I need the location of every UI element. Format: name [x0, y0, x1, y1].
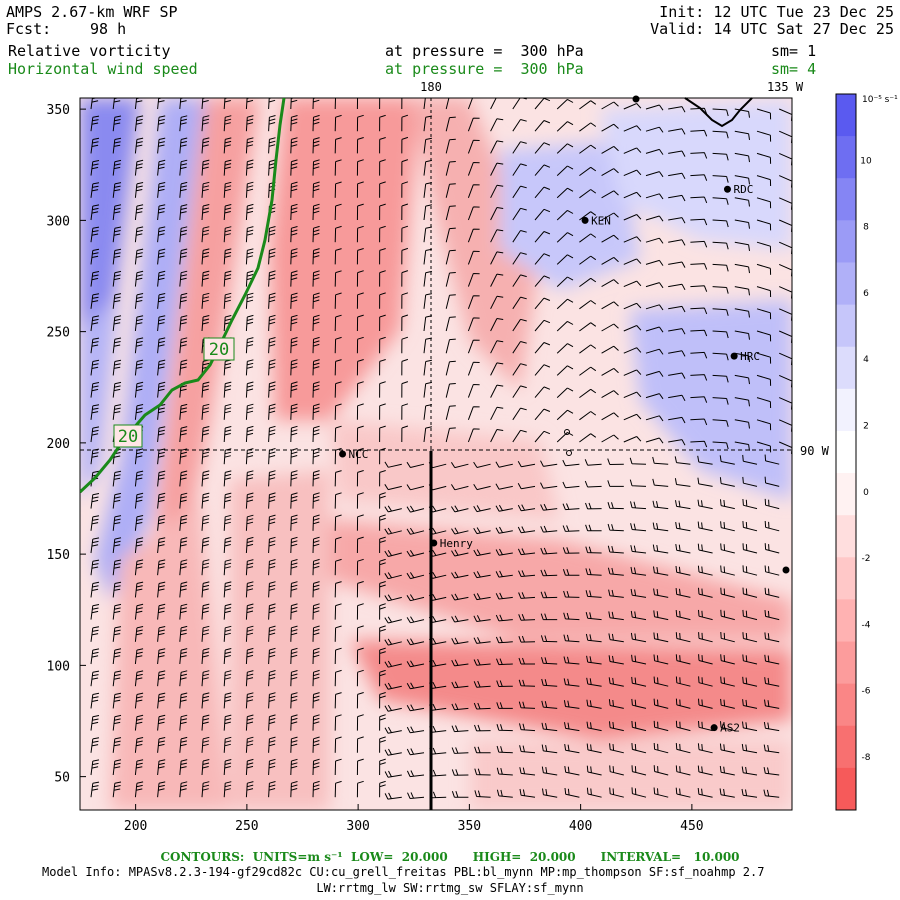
colorbar-swatch — [836, 557, 856, 600]
y-tick-label: 100 — [47, 659, 70, 674]
colorbar-tick-label: 6 — [863, 289, 869, 299]
svg-text:20: 20 — [118, 427, 138, 447]
svg-text:20: 20 — [209, 340, 229, 360]
colorbar-tick-label: -4 — [862, 620, 871, 630]
colorbar-tick-label: 0 — [863, 488, 869, 498]
colorbar-tick-label: -8 — [862, 753, 871, 763]
colorbar-swatch — [836, 136, 856, 179]
colorbar-units: 10⁻⁵ s⁻¹ — [862, 95, 898, 105]
footer-model-info-2: LW:rrtmg_lw SW:rrtmg_sw SFLAY:sf_mynn — [316, 881, 584, 895]
station-label-rdc: RDC — [733, 183, 753, 196]
colorbar-swatch — [836, 767, 856, 811]
station-marker — [723, 185, 731, 193]
y-tick-label: 200 — [47, 437, 70, 452]
small-circle-marker — [566, 450, 572, 456]
x-tick-label: 250 — [235, 819, 258, 834]
colorbar-tick-label: 8 — [863, 223, 869, 233]
field1-level: at pressure = 300 hPa — [385, 42, 584, 60]
colorbar-tick-label: 10 — [860, 156, 872, 166]
small-circle-marker — [564, 429, 570, 435]
station-label-ncc: NCC — [349, 448, 369, 461]
station-label-henry: Henry — [440, 537, 473, 550]
colorbar-swatch — [836, 641, 856, 685]
colorbar-swatch — [836, 94, 856, 137]
field2-smoothing: sm= 4 — [771, 60, 817, 78]
colorbar-swatch — [836, 346, 856, 390]
colorbar-swatch — [836, 599, 856, 643]
field2-name: Horizontal wind speed — [8, 60, 198, 78]
colorbar-swatch — [836, 178, 856, 221]
colorbar-swatch — [836, 220, 856, 263]
colorbar-swatch — [836, 683, 856, 727]
edge-station-marker-top — [632, 95, 640, 103]
colorbar-tick-label: 2 — [863, 421, 869, 431]
meridian-label-90w: 90 W — [800, 444, 830, 458]
colorbar-swatch — [836, 304, 856, 348]
colorbar-swatch — [836, 430, 856, 474]
forecast-label: Fcst: — [6, 20, 52, 38]
x-tick-label: 450 — [680, 819, 703, 834]
station-label-as2: AS2 — [720, 722, 740, 735]
station-label-ken: KEN — [591, 214, 611, 227]
x-tick-label: 300 — [346, 819, 369, 834]
y-tick-label: 250 — [47, 326, 70, 341]
footer-model-info: Model Info: MPASv8.2.3-194-gf29cd82c CU:… — [42, 865, 765, 879]
station-marker — [581, 216, 589, 224]
colorbar-swatch — [836, 725, 856, 769]
field1-smoothing: sm= 1 — [771, 42, 817, 60]
y-tick-label: 150 — [47, 548, 70, 563]
valid-time: Valid: 14 UTC Sat 27 Dec 25 — [650, 20, 894, 38]
edge-station-marker-right — [782, 566, 790, 574]
wind-barbs — [90, 98, 792, 800]
colorbar-swatch — [836, 262, 856, 306]
colorbar-tick-label: -2 — [862, 554, 871, 564]
x-tick-label: 400 — [569, 819, 592, 834]
station-marker — [339, 450, 347, 458]
contour-label-20-lower: 20 — [113, 424, 143, 448]
y-tick-label: 50 — [54, 771, 70, 786]
model-title: AMPS 2.67-km WRF SP — [6, 3, 178, 21]
colorbar-frame — [835, 93, 857, 811]
plot-frame — [79, 97, 793, 811]
station-label-hrc: HRC — [740, 350, 760, 363]
forecast-hours: 98 h — [90, 20, 127, 38]
station-marker — [710, 724, 718, 732]
vorticity-shading — [80, 98, 792, 810]
field1-name: Relative vorticity — [8, 42, 171, 60]
footer-contours: CONTOURS: UNITS=m s⁻¹ LOW= 20.000 HIGH= … — [160, 850, 740, 864]
colorbar-swatch — [836, 515, 856, 558]
colorbar-tick-label: -6 — [862, 687, 871, 697]
station-marker — [730, 352, 738, 360]
init-time: Init: 12 UTC Tue 23 Dec 25 — [659, 3, 894, 21]
station-marker — [430, 539, 438, 547]
colorbar-swatch — [836, 473, 856, 516]
x-tick-label: 200 — [124, 819, 147, 834]
colorbar-tick-label: 4 — [863, 355, 869, 365]
meridian-label-180: 180 — [420, 80, 442, 94]
y-tick-label: 300 — [47, 214, 70, 229]
y-tick-label: 350 — [47, 103, 70, 118]
field2-level: at pressure = 300 hPa — [385, 60, 584, 78]
meridian-label-135w: 135 W — [767, 80, 804, 94]
colorbar-swatch — [836, 388, 856, 432]
x-tick-label: 350 — [458, 819, 481, 834]
coastline — [684, 97, 753, 128]
contour-label-20-upper: 20 — [203, 337, 235, 361]
